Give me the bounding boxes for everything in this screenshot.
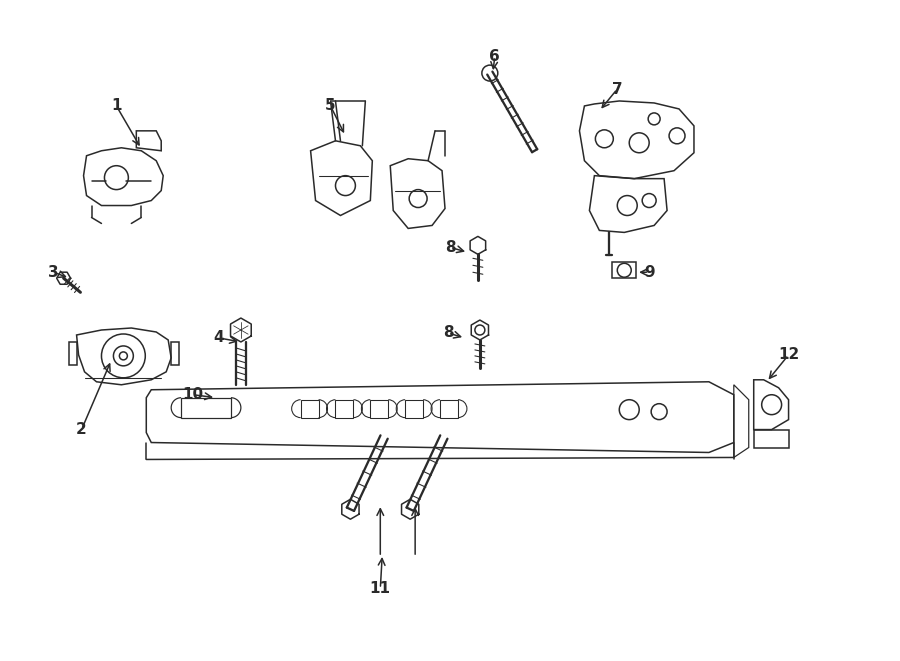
Text: 12: 12: [778, 348, 799, 362]
Text: 6: 6: [490, 49, 500, 63]
Text: 11: 11: [370, 582, 391, 596]
Text: 5: 5: [325, 98, 336, 114]
Text: 7: 7: [612, 81, 623, 97]
Text: 3: 3: [49, 265, 59, 280]
Text: 9: 9: [644, 265, 654, 280]
Text: 2: 2: [76, 422, 87, 437]
Text: 8: 8: [443, 325, 454, 340]
Text: 10: 10: [183, 387, 203, 403]
Text: 4: 4: [213, 330, 224, 346]
Text: 1: 1: [112, 98, 122, 114]
Text: 8: 8: [445, 240, 455, 255]
